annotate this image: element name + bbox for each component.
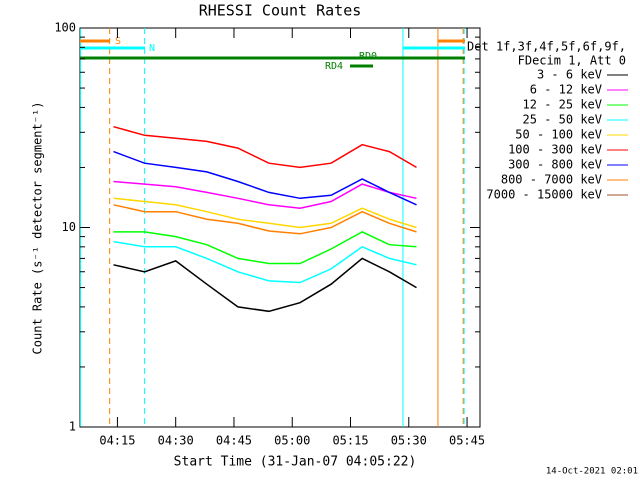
y-tick-label: 1 — [69, 420, 76, 434]
legend-label: 300 - 800 keV — [508, 158, 602, 172]
x-tick-label: 05:00 — [274, 434, 310, 448]
series-line — [113, 240, 417, 284]
y-tick-label: 10 — [62, 220, 76, 234]
series-line — [113, 197, 417, 229]
series-line — [113, 231, 417, 265]
y-axis-label: Count Rate (s⁻¹ detector segment⁻¹) — [31, 102, 45, 355]
y-tick-label: 100 — [54, 21, 76, 35]
x-tick-label: 05:45 — [449, 434, 485, 448]
x-tick-label: 04:15 — [99, 434, 135, 448]
x-tick-label: 04:45 — [216, 434, 252, 448]
flag-label: S — [115, 36, 121, 47]
legend-label: 25 - 50 keV — [523, 113, 602, 127]
legend-label: 100 - 300 keV — [508, 143, 602, 157]
x-tick-label: 05:15 — [332, 434, 368, 448]
series-line — [113, 150, 417, 206]
series-line — [113, 204, 417, 235]
legend-label: 50 - 100 keV — [515, 128, 602, 142]
flag-label: N — [149, 43, 155, 54]
legend-label: 7000 - 15000 keV — [486, 188, 602, 202]
series-line — [113, 125, 417, 169]
chart-title: RHESSI Count Rates — [199, 2, 362, 20]
flag-label: RD0 — [359, 51, 377, 62]
footer: 14-Oct-2021 02:01 — [546, 467, 638, 477]
series-line — [113, 257, 417, 313]
legend-label: 6 - 12 keV — [530, 83, 602, 97]
flag-label: RD4 — [325, 61, 343, 72]
legend-label: 3 - 6 keV — [537, 68, 602, 82]
x-tick-label: 05:30 — [391, 434, 427, 448]
legend-header: FDecim 1, Att 0 — [518, 54, 626, 68]
legend-label: 12 - 25 keV — [523, 98, 602, 112]
series-line — [113, 180, 417, 209]
legend-header: Det 1f,3f,4f,5f,6f,9f, — [467, 40, 626, 54]
x-axis-label: Start Time (31-Jan-07 04:05:22) — [174, 455, 417, 470]
x-tick-label: 04:30 — [158, 434, 194, 448]
legend-label: 800 - 7000 keV — [501, 173, 602, 187]
